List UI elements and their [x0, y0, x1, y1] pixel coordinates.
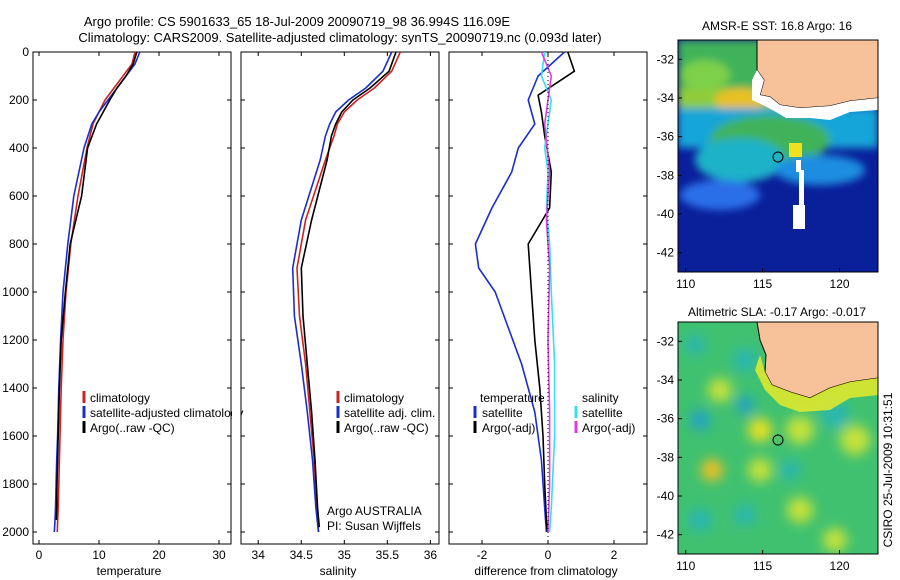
- legend-sal-satellite: satellite: [582, 406, 623, 420]
- profile-lines: [53, 51, 576, 533]
- temperature-legend: climatology satellite-adjusted climatolo…: [82, 391, 243, 435]
- map-x-tick-label: 115: [753, 559, 772, 573]
- y-tick-label: 0: [22, 45, 29, 59]
- sst-map: AMSR-E SST: 16.8 Argo: 16 110 1: [657, 19, 879, 291]
- salinity-xlabel: salinity: [320, 564, 357, 578]
- map-y-tick-label: -40: [657, 207, 675, 221]
- map-x-tick-label: 120: [830, 559, 850, 573]
- map-x-tick-label: 115: [753, 277, 772, 291]
- x-tick-label: 0: [36, 548, 43, 562]
- difference-xlabel: difference from climatology: [474, 564, 617, 578]
- map-y-tick-label: -40: [657, 489, 675, 503]
- legend-temp-argo: Argo(-adj): [482, 421, 535, 435]
- x-tick-label: 34: [252, 548, 266, 562]
- series-line: [300, 51, 397, 528]
- x-tick-label: 10: [92, 548, 106, 562]
- y-tick-label: 1800: [2, 477, 29, 491]
- series-line: [527, 51, 576, 533]
- map-y-tick-label: -36: [657, 130, 675, 144]
- sla-map-title: Altimetric SLA: -0.17 Argo: -0.017: [688, 305, 866, 319]
- series-line: [474, 51, 566, 533]
- x-tick-label: 35.5: [376, 548, 400, 562]
- y-tick-label: 600: [9, 189, 29, 203]
- x-tick-label: 34.5: [290, 548, 314, 562]
- legend-argo: Argo(..raw -QC): [90, 421, 175, 435]
- y-tick-label: 1600: [2, 429, 29, 443]
- legend-satellite-adj: satellite adj. clim.: [344, 406, 435, 420]
- series-line: [540, 51, 553, 533]
- map-y-tick-label: -32: [657, 52, 675, 66]
- pi-label: PI: Susan Wijffels: [327, 519, 421, 533]
- map-y-tick-label: -42: [657, 246, 675, 260]
- map-y-tick-label: -38: [657, 168, 675, 182]
- sst-argo-marker: [772, 151, 784, 163]
- map-y-tick-label: -38: [657, 450, 675, 464]
- y-tick-label: 2000: [2, 525, 29, 539]
- sla-map-frame: [677, 321, 879, 555]
- title-line-2: Climatology: CARS2009. Satellite-adjuste…: [78, 30, 601, 45]
- legend-climatology: climatology: [90, 391, 150, 405]
- map-x-tick-label: 120: [830, 277, 850, 291]
- difference-legend: temperature satellite Argo(-adj) salinit…: [473, 391, 635, 435]
- sst-map-title: AMSR-E SST: 16.8 Argo: 16: [702, 19, 852, 33]
- sst-map-frame: [677, 39, 879, 273]
- sla-argo-marker: [772, 434, 784, 446]
- legend-temp-satellite: satellite: [482, 406, 523, 420]
- salinity-panel-frame: [240, 51, 440, 545]
- x-tick-label: 2: [611, 548, 618, 562]
- legend-satellite-adjusted: satellite-adjusted climatology: [90, 406, 243, 420]
- y-tick-label: 800: [9, 237, 29, 251]
- legend-temperature-heading: temperature: [480, 391, 545, 405]
- x-tick-label: 35: [338, 548, 352, 562]
- title-line-1: Argo profile: CS 5901633_65 18-Jul-2009 …: [84, 14, 511, 29]
- map-x-tick-label: 110: [676, 559, 695, 573]
- y-tick-label: 200: [9, 93, 29, 107]
- legend-salinity-heading: salinity: [582, 391, 619, 405]
- axis-ticks: 0 10 20 30020040060080010001200140016001800…: [2, 45, 647, 562]
- legend-overflow-mask: [232, 395, 241, 425]
- legend-sal-argo: Argo(-adj): [582, 421, 635, 435]
- y-tick-label: 400: [9, 141, 29, 155]
- map-y-tick-label: -34: [657, 91, 675, 105]
- y-tick-label: 1200: [2, 333, 29, 347]
- y-tick-label: 1400: [2, 381, 29, 395]
- series-line: [55, 51, 138, 521]
- series-line: [291, 51, 393, 533]
- temperature-panel-frame: [32, 51, 232, 545]
- salinity-legend: climatology satellite adj. clim. Argo(..…: [336, 391, 435, 435]
- sla-map: Altimetric SLA: -0.17 Argo: -0.017: [657, 305, 879, 573]
- x-tick-label: 0: [545, 548, 552, 562]
- temperature-xlabel: temperature: [97, 564, 162, 578]
- x-tick-label: 36: [424, 548, 438, 562]
- legend-climatology: climatology: [344, 391, 404, 405]
- argo-program-label: Argo AUSTRALIA: [327, 504, 422, 518]
- x-tick-label: 30: [212, 548, 226, 562]
- x-tick-label: 20: [152, 548, 166, 562]
- legend-argo: Argo(..raw -QC): [344, 421, 429, 435]
- series-line: [296, 51, 402, 533]
- map-y-tick-label: -42: [657, 528, 675, 542]
- timestamp-label: CSIRO 25-Jul-2009 10:31:51: [881, 392, 895, 547]
- map-y-tick-label: -36: [657, 412, 675, 426]
- x-tick-label: -2: [477, 548, 488, 562]
- map-y-tick-label: -32: [657, 334, 675, 348]
- y-tick-label: 1000: [2, 285, 29, 299]
- map-x-tick-label: 110: [676, 277, 695, 291]
- map-y-tick-label: -34: [657, 373, 675, 387]
